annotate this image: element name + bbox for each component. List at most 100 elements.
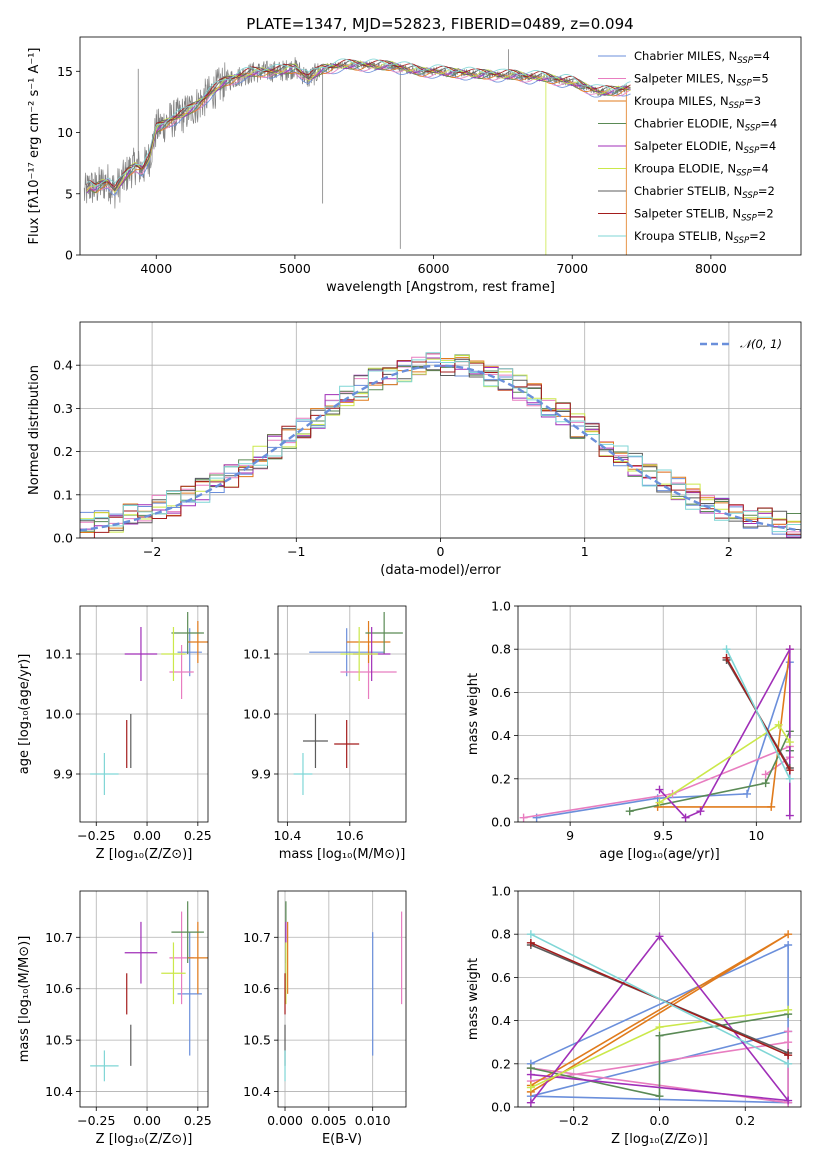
x-axis-label: Z [log₁₀(Z/Z⊙)] xyxy=(96,847,193,862)
x-tick-label: −0.2 xyxy=(559,1113,589,1128)
mass-weight-marker xyxy=(784,930,793,939)
mass-weight-marker xyxy=(722,645,731,654)
mass-weight-marker xyxy=(526,930,535,939)
plot-area xyxy=(90,612,208,795)
y-axis-label: mass weight xyxy=(466,673,481,755)
legend-label: Chabrier MILES, NSSP=4 xyxy=(634,49,770,66)
mass-weight-marker xyxy=(655,1023,664,1032)
y-tick-label: 10.4 xyxy=(45,1084,73,1099)
x-tick-label: 10 xyxy=(748,828,764,843)
mass-weight-marker xyxy=(743,789,752,798)
y-tick-label: 10.4 xyxy=(243,1084,271,1099)
y-tick-label: 10.7 xyxy=(243,930,271,945)
x-tick-label: 0.0 xyxy=(650,1113,670,1128)
axes: −0.2 0.0 0.2 0.0 0.2 0.4 0.6 0.8 1.0 Z [log₁₀(Z/Z… xyxy=(466,884,802,1147)
legend-label: Salpeter ELODIE, NSSP=4 xyxy=(634,139,776,156)
y-tick-label: 0.8 xyxy=(491,642,511,657)
mass-weight-marker xyxy=(784,941,793,949)
y-tick-label: 15 xyxy=(57,64,73,79)
age-vs-mass-panel: 10.4 10.6 9.9 10.0 10.1 mass [log₁₀(M/M⊙)] xyxy=(243,605,407,862)
axes: 10.4 10.6 9.9 10.0 10.1 mass [log₁₀(M/M⊙)] xyxy=(243,605,407,862)
x-tick-label: 1 xyxy=(581,544,589,559)
x-tick-label: 0 xyxy=(437,544,445,559)
y-tick-label: 10.5 xyxy=(243,1033,271,1048)
model-fit-line xyxy=(86,65,631,197)
plot-area xyxy=(83,49,631,255)
mass-weight-marker xyxy=(784,1038,793,1047)
x-tick-label: 2 xyxy=(725,544,733,559)
model-fit-line xyxy=(86,64,631,194)
axes: −2 −1 0 1 2 0.0 0.1 0.2 0.3 0.4 (data-model)/error… xyxy=(27,321,802,578)
x-tick-label: 5000 xyxy=(279,261,311,276)
legend: 𝒩(0, 1) xyxy=(700,337,782,351)
y-axis-label: Normed distribution xyxy=(27,365,42,495)
axes: 9 9.5 10 0.0 0.2 0.4 0.6 0.8 1.0 age [log₁₀(age/y… xyxy=(466,599,802,862)
y-tick-label: 10.0 xyxy=(243,707,271,722)
mass-weight-marker xyxy=(785,811,794,820)
y-axis-label: Flux [fλ10⁻¹⁷ erg cm⁻² s⁻¹ A⁻¹] xyxy=(27,48,42,245)
x-tick-label: 0.00 xyxy=(133,828,161,843)
y-tick-label: 0.1 xyxy=(53,487,73,502)
y-tick-label: 0.4 xyxy=(491,728,511,743)
y-tick-label: 10.7 xyxy=(45,930,73,945)
legend: Chabrier MILES, NSSP=4 Salpeter MILES, NS… xyxy=(598,49,777,246)
mass-weight-line xyxy=(657,649,791,808)
mass-weight-marker xyxy=(722,653,731,662)
y-tick-label: 0.0 xyxy=(491,815,511,830)
axes-frame xyxy=(517,605,802,823)
mass-weight-marker xyxy=(519,813,528,822)
x-tick-label: −0.25 xyxy=(77,1113,115,1128)
mass-weight-marker xyxy=(655,798,664,807)
y-tick-label: 0.6 xyxy=(491,970,511,985)
residual-histogram-step xyxy=(80,352,801,533)
legend-label: Kroupa ELODIE, NSSP=4 xyxy=(634,162,769,179)
model-fit-line xyxy=(86,61,631,194)
mass-weight-line xyxy=(530,933,789,1065)
mass-weight-marker xyxy=(526,1098,535,1107)
mass-weight-marker xyxy=(767,802,776,811)
y-tick-label: 10.6 xyxy=(243,981,271,996)
y-tick-label: 1.0 xyxy=(491,599,511,614)
y-tick-label: 5 xyxy=(65,186,73,201)
model-fit-line xyxy=(86,58,631,187)
mass-weight-marker xyxy=(655,932,664,941)
y-tick-label: 10.0 xyxy=(45,707,73,722)
model-fit-line xyxy=(86,60,631,193)
plot-area xyxy=(284,901,403,1082)
y-tick-label: 0.2 xyxy=(491,771,511,786)
mass-weight-marker xyxy=(696,807,705,816)
residual-histogram-panel: −2 −1 0 1 2 0.0 0.1 0.2 0.3 0.4 (data-model)/error… xyxy=(27,321,802,578)
mass-weight-marker xyxy=(784,1051,793,1060)
x-tick-label: 4000 xyxy=(140,261,172,276)
x-tick-label: 10.4 xyxy=(273,828,301,843)
y-tick-label: 10.1 xyxy=(45,647,73,662)
y-axis-label: age [log₁₀(age/yr)] xyxy=(17,654,32,775)
mass-weight-marker xyxy=(774,720,783,729)
y-tick-label: 9.9 xyxy=(251,767,271,782)
legend-label: Kroupa STELIB, NSSP=2 xyxy=(634,229,766,246)
x-axis-label: age [log₁₀(age/yr)] xyxy=(599,847,720,862)
mass-weight-marker xyxy=(784,1059,793,1068)
model-fit-line xyxy=(86,59,631,192)
x-tick-label: 9.5 xyxy=(653,828,673,843)
axes: 0.000 0.005 0.010 10.4 10.5 10.6 10.7 E(B-V) xyxy=(243,890,407,1147)
x-axis-label: (data-model)/error xyxy=(380,563,501,578)
age-vs-metallicity-panel: −0.25 0.00 0.25 9.9 10.0 10.1 Z [log₁₀(Z/Z⊙)] a… xyxy=(17,605,212,862)
chart-title: PLATE=1347, MJD=52823, FIBERID=0489, z=0… xyxy=(246,15,633,33)
mass-weight-marker xyxy=(655,785,664,794)
x-axis-label: E(B-V) xyxy=(322,1132,362,1147)
mass-weight-marker xyxy=(784,1096,793,1105)
mass-weight-marker xyxy=(785,738,794,747)
y-tick-label: 10.1 xyxy=(243,647,271,662)
y-tick-label: 0.4 xyxy=(491,1013,511,1028)
y-tick-label: 0.2 xyxy=(53,444,73,459)
mass-weight-marker xyxy=(526,1070,535,1079)
y-tick-label: 0 xyxy=(65,248,73,263)
mass-weight-vs-age-panel: 9 9.5 10 0.0 0.2 0.4 0.6 0.8 1.0 age [log₁₀(age/y… xyxy=(466,599,802,862)
mass-weight-marker xyxy=(681,813,690,822)
mass-weight-marker xyxy=(526,1083,535,1092)
legend-label: Kroupa MILES, NSSP=3 xyxy=(634,94,761,111)
grid-lines xyxy=(278,606,406,822)
spectrum-panel: 4000 5000 6000 7000 8000 0 5 10 15 wavelength [An… xyxy=(27,36,802,295)
x-tick-label: 0.005 xyxy=(311,1113,347,1128)
